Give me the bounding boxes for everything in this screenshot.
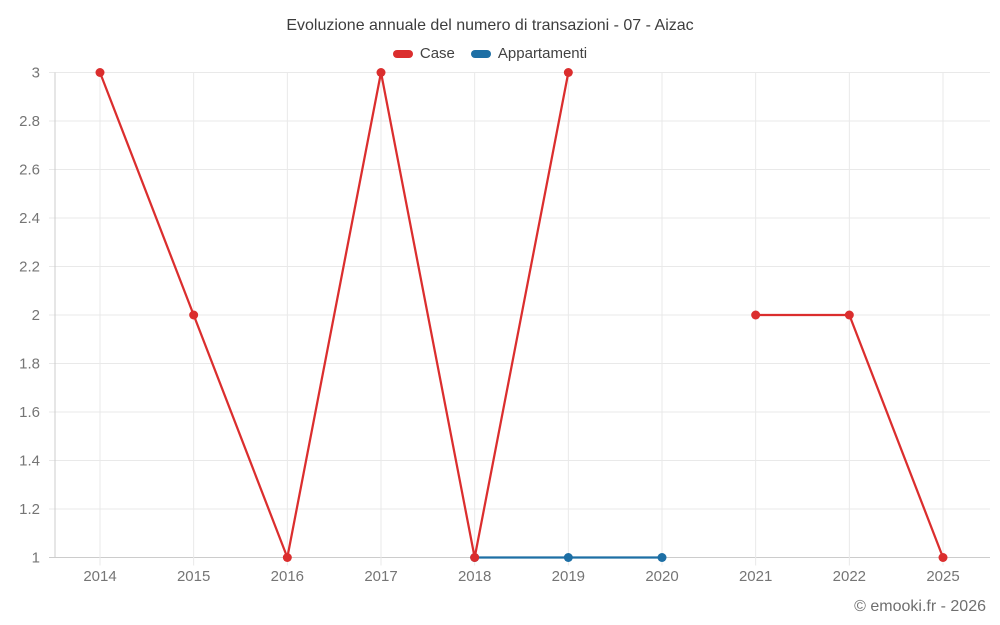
data-point-appartamenti-2020[interactable] [657,553,667,562]
data-point-case-2017[interactable] [376,68,386,77]
y-tick-label: 2 [32,307,40,324]
chart-title: Evoluzione annuale del numero di transaz… [286,17,694,34]
data-point-case-2018[interactable] [470,553,480,562]
appartamenti-series-swatch-icon [470,49,491,58]
legend-item-case[interactable]: Case [392,45,455,62]
chart-legend: Case Appartamenti [0,45,980,62]
x-tick-label: 2022 [833,568,866,585]
data-point-case-2021[interactable] [751,310,761,320]
legend-label-case: Case [419,45,455,62]
series-line-case [98,72,570,562]
x-tick-label: 2018 [458,568,491,585]
x-tick-label: 2025 [926,568,959,585]
y-tick-label: 2.2 [19,259,40,276]
x-tick-label: 2016 [271,568,304,585]
y-tick-label: 1.4 [19,453,40,470]
data-point-case-2014[interactable] [95,68,105,77]
data-point-case-2019[interactable] [563,68,573,77]
data-point-appartamenti-2019[interactable] [563,553,573,562]
x-tick-label: 2020 [645,568,678,585]
legend-item-appartamenti[interactable]: Appartamenti [470,45,588,62]
data-point-case-2025[interactable] [938,553,948,562]
x-tick-label: 2019 [552,568,585,585]
y-tick-label: 2.8 [19,113,40,130]
y-tick-label: 1.8 [19,356,40,373]
y-tick-label: 1.6 [19,404,40,421]
y-tick-label: 2.6 [19,162,40,179]
copyright-footer: © emooki.fr - 2026 [854,598,986,615]
y-tick-label: 3 [32,65,40,82]
case-series-swatch-icon [392,49,413,58]
y-tick-label: 1.2 [19,501,40,518]
x-tick-label: 2021 [739,568,772,585]
x-tick-label: 2014 [83,568,116,585]
legend-label-appartamenti: Appartamenti [497,45,588,62]
y-tick-label: 2.4 [19,210,40,227]
data-point-case-2022[interactable] [844,310,854,320]
data-point-case-2015[interactable] [189,310,199,320]
x-tick-label: 2015 [177,568,210,585]
data-point-case-2016[interactable] [282,553,292,562]
x-tick-label: 2017 [364,568,397,585]
y-tick-label: 1 [32,550,40,567]
